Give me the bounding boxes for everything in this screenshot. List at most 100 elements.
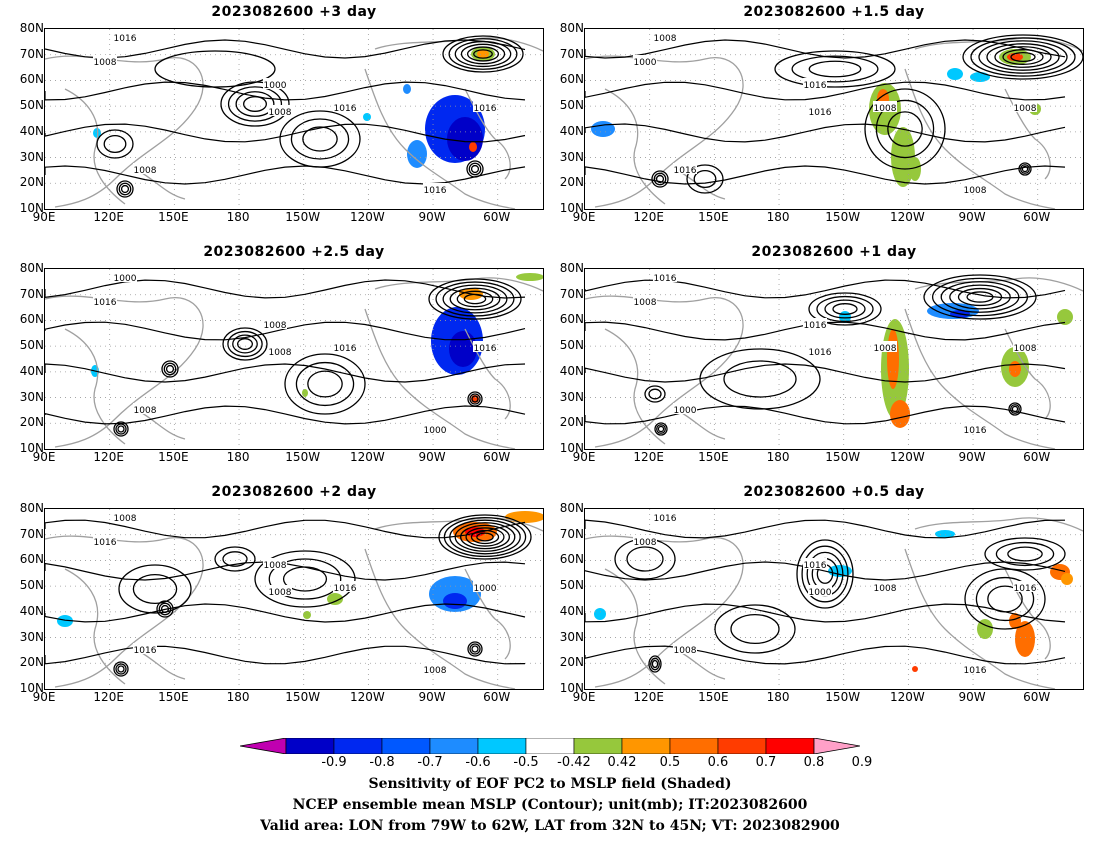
colorbar-tick-label: 0.7 <box>755 755 777 770</box>
contour-label-bg <box>93 535 117 546</box>
mslp-contour <box>113 421 129 437</box>
mslp-contour <box>214 546 256 572</box>
colorbar-box <box>765 737 815 755</box>
mslp-contour <box>449 287 501 311</box>
contour-label-bg <box>93 295 117 306</box>
lat-tick-label: 80N <box>19 261 44 275</box>
lat-tick-label: 60N <box>19 552 44 567</box>
mslp-contour <box>931 277 1029 317</box>
colorbar-box <box>717 737 767 755</box>
contour-label-bg <box>808 585 832 596</box>
mslp-contour <box>470 164 480 174</box>
lon-tick-label: 180 <box>226 450 250 464</box>
lon-tick-label: 180 <box>766 450 790 464</box>
panel-title: 2023082600 +2 day <box>211 484 377 500</box>
lon-tick-label: 150W <box>825 450 861 464</box>
contour-label-bg <box>268 105 292 116</box>
panel-title: 2023082600 +2.5 day <box>203 244 385 260</box>
colorbar-tick-label: -0.8 <box>369 755 395 770</box>
colorbar-box <box>381 737 431 755</box>
mslp-contour <box>962 34 1083 80</box>
sensitivity-shade <box>947 68 963 80</box>
lat-tick-label: 50N <box>559 578 584 593</box>
mslp-contour <box>949 284 1011 310</box>
contour-label-bg <box>873 581 897 592</box>
contour-label: 1008 <box>634 538 657 548</box>
lon-tick-label: 90W <box>958 450 986 464</box>
contour-label-bg <box>268 585 292 596</box>
lat-tick-label: 80N <box>19 21 44 35</box>
lon-tick-label: 150W <box>285 690 321 704</box>
coastline <box>904 308 1056 449</box>
mslp-contour <box>1002 49 1044 65</box>
mslp-contour <box>699 348 821 410</box>
mslp-contour <box>585 39 1066 59</box>
colorbar-box <box>573 737 623 755</box>
mslp-contour <box>115 663 127 675</box>
sensitivity-shade <box>469 142 477 152</box>
panel-title: 2023082600 +1 day <box>751 244 917 260</box>
colorbar-tick-label: -0.9 <box>321 755 347 770</box>
lat-tick-label: 50N <box>19 578 44 593</box>
mslp-contour <box>227 86 283 122</box>
coastline <box>45 535 204 688</box>
contour-label: 1008 <box>1014 104 1037 114</box>
lat-tick-label: 60N <box>559 72 584 87</box>
lon-tick-label: 90E <box>572 450 596 464</box>
mslp-contour <box>984 537 1066 571</box>
contour-label-bg <box>633 295 657 306</box>
colorbar-tick-label: 0.9 <box>851 755 873 770</box>
mslp-contour <box>235 91 275 117</box>
contour-label-bg <box>673 403 697 414</box>
contour-label-bg <box>113 31 137 42</box>
mslp-contour <box>222 551 248 567</box>
map-frame: 1016 1008 1016 1008 1016 1008 1000 1016 <box>584 268 1084 450</box>
mslp-contour <box>268 558 342 600</box>
contour-label-bg <box>808 105 832 116</box>
mslp-contour <box>96 129 134 159</box>
colorbar-box <box>429 737 479 755</box>
lat-tick-label: 30N <box>19 629 44 644</box>
sensitivity-shade <box>890 400 910 428</box>
lon-tick-label: 120W <box>349 690 385 704</box>
lon-tick-label: 120W <box>889 450 925 464</box>
coastline <box>585 295 744 448</box>
lat-tick-label: 20N <box>559 655 584 670</box>
contour-label-bg <box>423 663 447 674</box>
contour-label: 1008 <box>114 514 137 524</box>
sensitivity-shade <box>1007 53 1023 61</box>
lat-tick-label: 50N <box>19 98 44 113</box>
contour-label: 1016 <box>474 344 497 354</box>
contour-label-bg <box>963 183 987 194</box>
mslp-contour <box>1020 164 1030 174</box>
contour-label: 1008 <box>94 58 117 68</box>
contour-label-bg <box>333 341 357 352</box>
colorbar-tick-label: -0.42 <box>557 755 591 770</box>
mslp-contour <box>940 281 1020 313</box>
lat-tick-label: 10N <box>559 201 584 215</box>
mslp-contour <box>995 541 1055 567</box>
caption-line-1: Sensitivity of EOF PC2 to MSLP field (Sh… <box>368 776 732 792</box>
mslp-contour <box>832 303 858 315</box>
lon-tick-label: 90W <box>958 690 986 704</box>
mslp-contour <box>117 425 125 433</box>
lon-tick-label: 90E <box>32 690 56 704</box>
contour-label: 1008 <box>674 646 697 656</box>
sensitivity-shade <box>935 530 955 538</box>
contour-label-bg <box>423 183 447 194</box>
coastline <box>585 55 744 208</box>
contour-label: 1016 <box>804 561 827 571</box>
contour-label: 1008 <box>634 298 657 308</box>
coastline <box>914 517 1083 532</box>
lon-tick-label: 150E <box>698 210 729 224</box>
mslp-contour <box>471 645 479 653</box>
lon-tick-label: 120E <box>93 210 124 224</box>
coastline <box>45 55 204 208</box>
colorbar-tick-label: 0.42 <box>607 755 637 770</box>
lat-tick-label: 70N <box>559 286 584 301</box>
mslp-contour <box>460 43 506 65</box>
lat-tick-label: 20N <box>559 175 584 190</box>
mslp-contour <box>655 174 665 184</box>
contour-label-bg <box>133 403 157 414</box>
mslp-contour <box>163 362 177 376</box>
